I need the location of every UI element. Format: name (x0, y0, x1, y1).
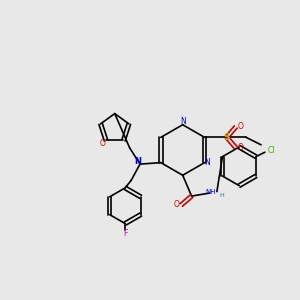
Text: F: F (123, 229, 127, 238)
Text: N: N (134, 157, 141, 166)
Text: O: O (237, 122, 243, 131)
Text: S: S (224, 133, 230, 142)
Text: H: H (220, 193, 224, 198)
Text: O: O (174, 200, 180, 209)
Text: N: N (180, 117, 186, 126)
Text: N: N (205, 158, 210, 167)
Text: O: O (100, 139, 106, 148)
Text: NH: NH (206, 189, 216, 195)
Text: O: O (237, 143, 243, 152)
Text: Cl: Cl (268, 146, 275, 154)
